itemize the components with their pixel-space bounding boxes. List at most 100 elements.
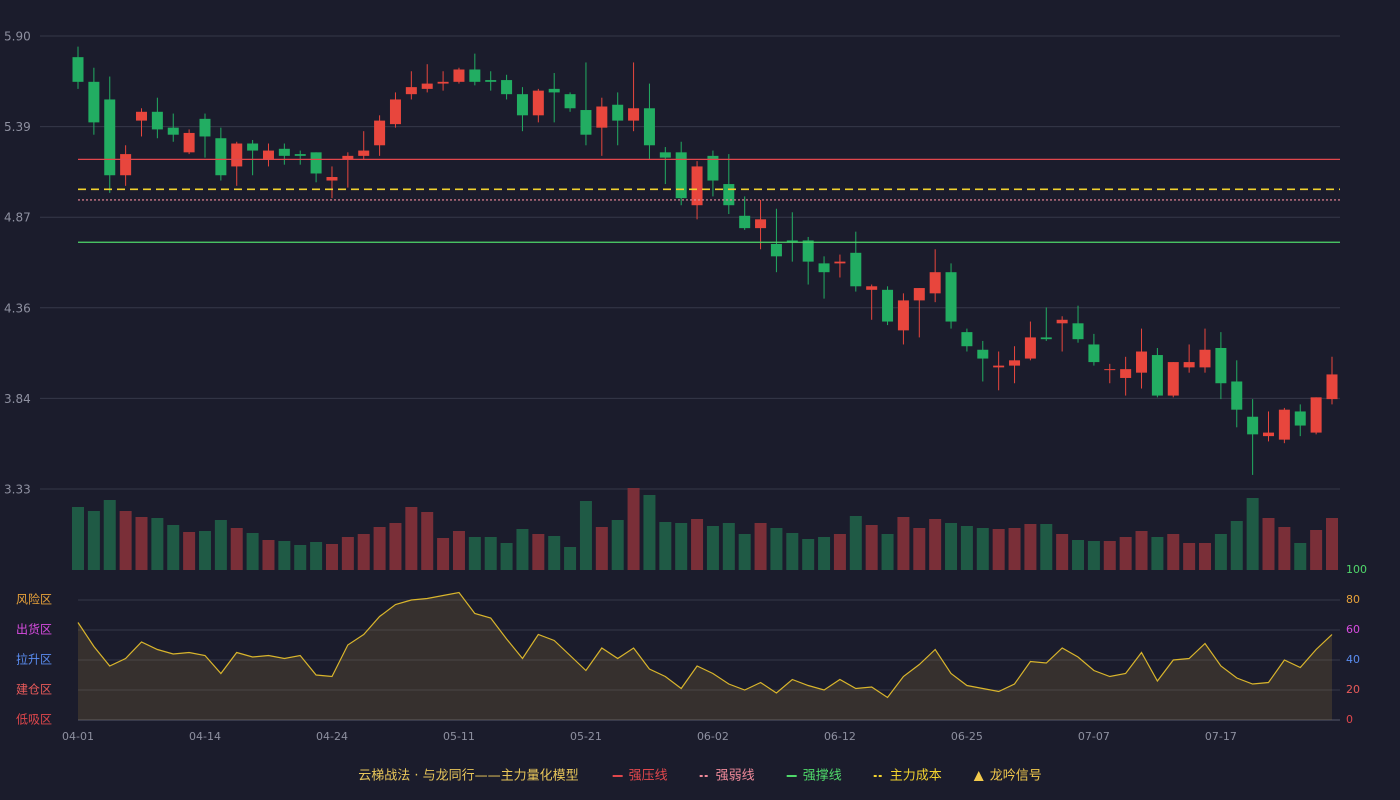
volume-bar [1151,537,1164,570]
volume-bar [1214,534,1227,570]
candle-body [564,94,576,109]
y2-tick-label: 100 [1346,563,1367,576]
volume-bar [770,528,783,570]
volume-bar [532,534,545,570]
volume-bar [881,534,894,570]
candle-body [1056,319,1068,324]
volume-bar [135,517,148,570]
volume-bar [1087,541,1100,570]
candle-body [135,111,147,121]
candle-body [834,261,846,264]
candle-body [977,349,989,359]
candle-body [469,69,481,82]
y-tick-label: 3.33 [4,483,31,497]
volume-bar [706,526,719,570]
volume-bar [929,519,942,570]
volume-bar [643,495,656,570]
volume-bar [389,523,402,570]
volume-bar [500,543,513,570]
volume-bar [802,539,815,570]
volume-bar [722,523,735,570]
x-tick-label: 07-17 [1205,730,1237,743]
volume-bar [103,500,116,570]
volume-bar [1199,543,1212,570]
volume-bar [278,541,291,570]
candle-body [1088,344,1100,363]
volume-bar [198,531,211,570]
y2-tick-label: 20 [1346,683,1360,696]
volume-bar [738,534,751,570]
candle-body [1199,349,1211,368]
candle-body [1263,432,1275,437]
candle-body [342,155,354,160]
volume-bar [1056,534,1069,570]
candle-body [183,132,195,153]
x-tick-label: 06-25 [951,730,983,743]
candle-body [167,127,179,135]
x-tick-label: 05-11 [443,730,475,743]
y-tick-label: 4.87 [4,211,31,225]
volume-bar [405,507,418,570]
candle-body [374,120,386,146]
y-tick-label: 4.36 [4,301,31,315]
candle-body [104,99,116,176]
volume-bar [992,529,1005,570]
candle-body [389,99,401,125]
candle-body [628,108,640,121]
legend-label: 强弱线 [716,769,755,784]
volume-bar [611,520,624,570]
candle-body [1120,369,1132,378]
candle-body [421,83,433,89]
y-tick-label: 5.90 [4,30,31,44]
zone-label: 风险区 [16,592,52,607]
candle-body [72,57,84,82]
x-tick-label: 04-24 [316,730,348,743]
candle-body [755,219,767,229]
candle-body [675,152,687,199]
candle-body [1247,416,1259,435]
volume-bar [1262,518,1275,570]
candle-body [786,240,798,243]
candle-body [739,215,751,229]
volume-bar [1167,534,1180,570]
volume-bar [833,534,846,570]
indicator-line [77,591,1333,699]
volume-bar [1230,521,1243,570]
volume-bar [1072,540,1085,570]
candle-body [1310,397,1322,433]
volume-bar [579,501,592,570]
volume-bar [484,537,497,570]
volume-bar [675,523,688,570]
volume-bar [897,517,910,570]
volume-bar [1008,528,1021,570]
candle-body [405,87,417,95]
volume-bar [341,537,354,570]
candle-body [501,80,513,95]
candle-body [961,332,973,347]
volume-bar [564,547,577,570]
volume-bar [294,545,307,570]
legend-label: 强撑线 [803,769,842,784]
candle-body [262,150,274,160]
volume-bar [1103,541,1116,570]
candle-body [120,154,132,176]
candle-body [1136,351,1148,373]
legend-title: 云梯战法 · 与龙同行——主力量化模型 [358,769,578,784]
candle-body [866,286,878,290]
volume-bar [913,528,926,570]
candle-body [882,289,894,322]
candle-body [1231,381,1243,410]
candle-body [612,104,624,121]
volume-bar [468,537,481,570]
volume-bar [1183,543,1196,570]
volume-bar [1135,531,1148,570]
candle-body [818,263,830,273]
candle-body [88,81,100,123]
volume-bar [627,488,640,570]
volume-bar [849,516,862,570]
volume-bar [786,533,799,570]
y-tick-label: 5.39 [4,120,31,134]
volume-bar [151,518,164,570]
volume-bar [960,526,973,570]
volume-bar [1246,498,1259,570]
